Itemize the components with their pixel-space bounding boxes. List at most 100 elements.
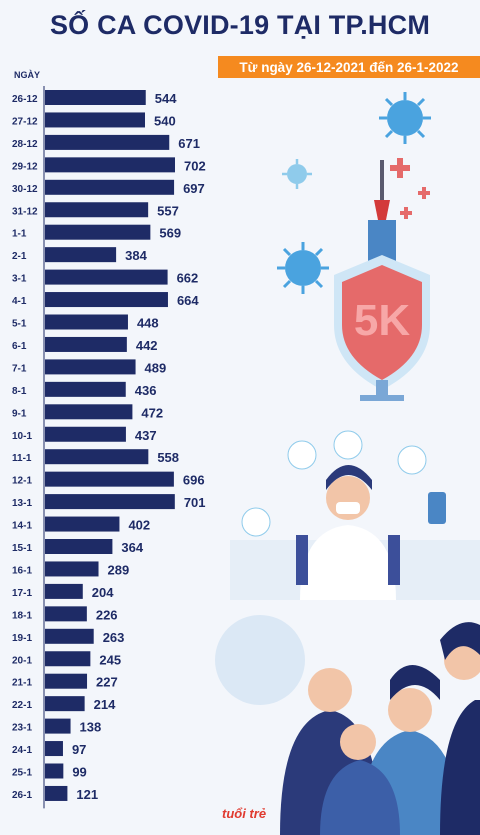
category-label: 13-1 — [12, 498, 32, 509]
category-label: 14-1 — [12, 521, 32, 532]
bar — [45, 471, 174, 487]
bar — [45, 718, 71, 734]
date-range-badge: Từ ngày 26-12-2021 đến 26-1-2022 — [218, 56, 480, 78]
value-label: 472 — [141, 405, 163, 420]
value-label: 697 — [183, 181, 205, 196]
value-label: 226 — [96, 607, 118, 622]
category-label: 6-1 — [12, 341, 27, 352]
category-label: 27-12 — [12, 116, 38, 127]
category-label: 26-1 — [12, 790, 32, 801]
value-label: 558 — [157, 450, 179, 465]
bar — [45, 673, 88, 689]
category-label: 18-1 — [12, 610, 32, 621]
value-label: 436 — [135, 383, 157, 398]
bar — [45, 202, 149, 218]
value-label: 214 — [94, 697, 116, 712]
crowd-illustration — [215, 615, 480, 835]
value-label: 364 — [121, 540, 143, 555]
category-label: 5-1 — [12, 319, 27, 330]
shield-label: 5K — [354, 296, 410, 345]
category-label: 23-1 — [12, 723, 32, 734]
category-label: 20-1 — [12, 655, 32, 666]
category-label: 16-1 — [12, 565, 32, 576]
bar — [45, 292, 168, 308]
bar — [45, 247, 117, 263]
category-label: 3-1 — [12, 274, 27, 285]
value-label: 97 — [72, 742, 86, 757]
category-label: 1-1 — [12, 229, 27, 240]
bar — [45, 561, 99, 577]
category-label: 17-1 — [12, 588, 32, 599]
bar — [45, 314, 128, 330]
value-label: 701 — [184, 495, 206, 510]
y-axis-header: NGÀY — [14, 70, 41, 80]
value-label: 662 — [177, 271, 199, 286]
category-label: 15-1 — [12, 543, 32, 554]
plus-icon — [390, 158, 430, 219]
bar — [45, 157, 175, 173]
category-label: 21-1 — [12, 678, 32, 689]
value-label: 442 — [136, 338, 158, 353]
bar — [45, 112, 145, 128]
doctor-illustration — [230, 430, 480, 600]
category-label: 7-1 — [12, 363, 27, 374]
value-label: 402 — [128, 518, 150, 533]
value-label: 448 — [137, 316, 159, 331]
shield-icon: 5K — [334, 255, 430, 401]
bar — [45, 516, 120, 532]
category-label: 22-1 — [12, 700, 32, 711]
category-label: 19-1 — [12, 633, 32, 644]
page-title: SỐ CA COVID-19 TẠI TP.HCM — [49, 10, 431, 40]
category-label: 28-12 — [12, 139, 38, 150]
category-label: 25-1 — [12, 768, 32, 779]
value-label: 121 — [76, 787, 98, 802]
category-label: 12-1 — [12, 476, 32, 487]
category-label: 31-12 — [12, 206, 38, 217]
bar — [45, 494, 175, 510]
value-label: 569 — [159, 226, 181, 241]
category-label: 4-1 — [12, 296, 27, 307]
bar — [45, 269, 168, 285]
date-range-text: Từ ngày 26-12-2021 đến 26-1-2022 — [239, 59, 459, 75]
category-label: 24-1 — [12, 745, 32, 756]
bar — [45, 449, 149, 465]
virus-icon — [282, 159, 312, 189]
value-label: 99 — [72, 765, 86, 780]
category-label: 9-1 — [12, 408, 27, 419]
value-label: 489 — [145, 360, 167, 375]
virus-icon — [379, 92, 431, 144]
virus-icon — [277, 242, 329, 294]
value-label: 263 — [103, 630, 125, 645]
bar — [45, 179, 175, 195]
category-label: 2-1 — [12, 251, 27, 262]
bar — [45, 359, 136, 375]
logo: tuổi trẻ — [222, 806, 267, 821]
bar — [45, 381, 126, 397]
value-label: 245 — [99, 652, 121, 667]
category-label: 10-1 — [12, 431, 32, 442]
value-label: 664 — [177, 293, 199, 308]
value-label: 289 — [108, 562, 130, 577]
value-label: 702 — [184, 158, 206, 173]
value-label: 671 — [178, 136, 200, 151]
category-label: 26-12 — [12, 94, 38, 105]
value-label: 557 — [157, 203, 179, 218]
bar — [45, 628, 94, 644]
bar — [45, 763, 64, 779]
category-label: 8-1 — [12, 386, 27, 397]
value-label: 696 — [183, 473, 205, 488]
bar — [45, 539, 113, 554]
value-label: 204 — [92, 585, 114, 600]
bar — [45, 651, 91, 667]
value-label: 437 — [135, 428, 157, 443]
bar — [45, 785, 68, 801]
bar — [45, 583, 83, 599]
category-label: 11-1 — [12, 453, 32, 464]
value-label: 227 — [96, 675, 118, 690]
illustration: 5K — [215, 92, 480, 835]
bar — [45, 741, 63, 757]
value-label: 544 — [155, 91, 177, 106]
bar — [45, 426, 126, 442]
bar — [45, 224, 151, 240]
